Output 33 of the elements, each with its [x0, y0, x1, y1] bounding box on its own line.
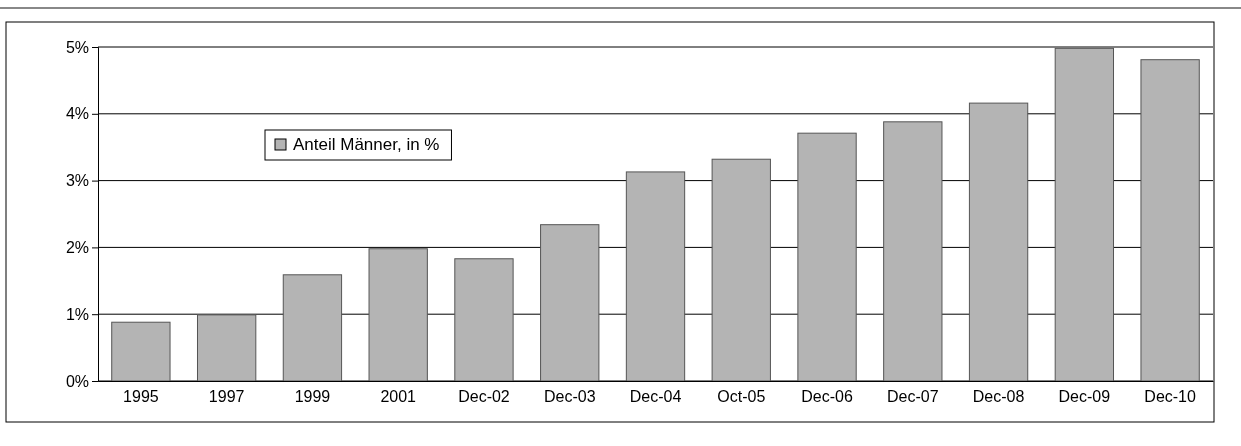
x-tick-label: Dec-03: [543, 388, 596, 406]
x-tick-label: Dec-04: [629, 388, 682, 406]
x-tick-label: Oct-05: [717, 388, 766, 406]
x-tick-label: 2001: [380, 388, 417, 406]
x-tick-label: Dec-10: [1144, 388, 1197, 406]
x-tick-label: Dec-06: [801, 388, 853, 406]
x-tick-label: 1997: [208, 388, 245, 406]
x-tick-label: Dec-09: [1058, 388, 1111, 406]
y-tick-label: 4%: [65, 105, 89, 123]
x-tick-label: 1999: [294, 388, 331, 406]
y-tick-label: 2%: [65, 239, 89, 257]
bar: [111, 321, 171, 382]
x-tick-label: 1995: [123, 388, 159, 406]
bar: [797, 132, 857, 382]
x-tick-label: Dec-07: [887, 388, 939, 406]
x-tick-label: Dec-08: [972, 388, 1025, 406]
y-tick-label: 0%: [65, 372, 89, 390]
bar: [1054, 47, 1114, 382]
y-tick-label: 5%: [65, 38, 89, 56]
bar: [282, 274, 343, 382]
x-tick-label: Dec-02: [458, 388, 510, 406]
y-tick-label: 1%: [65, 305, 89, 323]
bar: [196, 314, 257, 382]
bar: [454, 258, 514, 382]
legend-label: Anteil Männer, in %: [293, 135, 440, 154]
bar: [968, 102, 1029, 382]
bar: [625, 171, 686, 382]
bar: [711, 158, 771, 382]
bar: [1140, 59, 1200, 382]
bar: [883, 121, 943, 382]
y-tick-label: 3%: [65, 172, 89, 190]
bar: [368, 248, 428, 382]
bar: [540, 224, 600, 382]
